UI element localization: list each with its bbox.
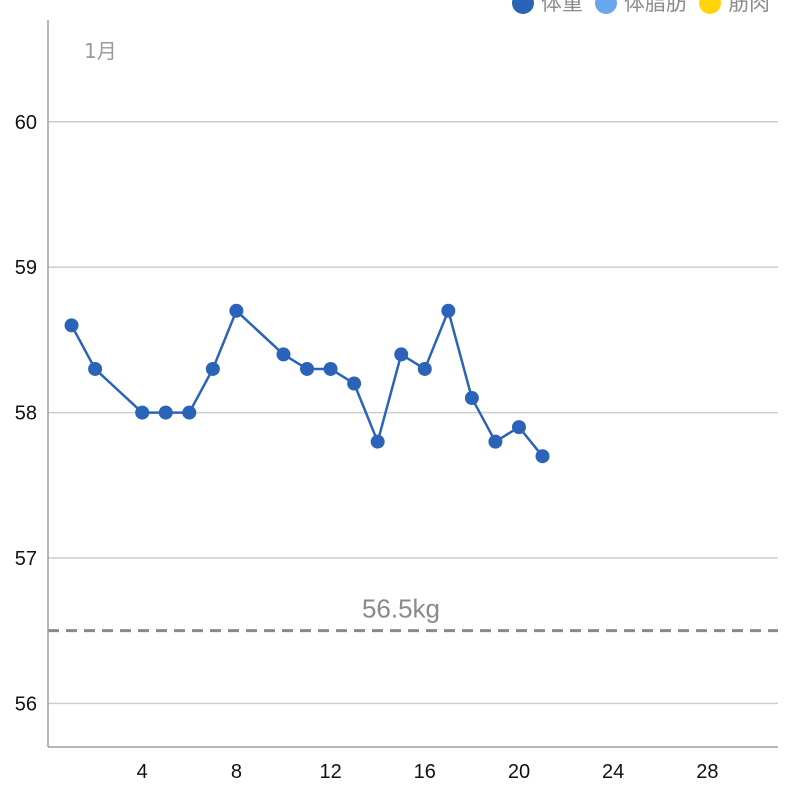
gridlines: [48, 121, 778, 705]
data-point: [417, 361, 432, 376]
series-line: [70, 309, 544, 457]
target-line-group: 56.5kg: [48, 594, 778, 633]
data-point: [535, 449, 550, 464]
y-tick-label: 59: [15, 257, 37, 279]
data-point: [88, 361, 103, 376]
x-tick-label: 16: [414, 761, 436, 783]
x-tick-label: 28: [696, 761, 718, 783]
y-axis-tick-labels: 56 57 58 59 60: [15, 112, 37, 716]
data-point: [158, 405, 173, 420]
x-tick-label: 24: [602, 761, 624, 783]
series-group: [64, 303, 550, 464]
y-tick-label: 58: [15, 403, 37, 425]
x-axis-tick-labels: 4 8 12 16 20 24 28: [137, 761, 719, 783]
month-label: 1月: [84, 39, 117, 63]
legend-label: 体脂肪: [624, 0, 687, 15]
legend-label: 筋肉: [728, 0, 770, 15]
legend-item-weight[interactable]: 体重: [512, 0, 583, 15]
data-point: [394, 347, 409, 362]
data-point: [347, 376, 362, 391]
data-point: [205, 361, 220, 376]
legend-item-muscle[interactable]: 筋肉: [699, 0, 770, 15]
legend-label: 体重: [541, 0, 583, 15]
y-tick-label: 56: [15, 693, 37, 715]
x-tick-label: 20: [508, 761, 530, 783]
target-label: 56.5kg: [362, 594, 440, 624]
data-point: [464, 391, 479, 406]
data-point: [441, 303, 456, 318]
data-point: [276, 347, 291, 362]
data-point: [300, 361, 315, 376]
data-point: [64, 318, 79, 333]
data-point: [229, 303, 244, 318]
legend-swatch: [512, 0, 534, 14]
y-tick-label: 57: [15, 548, 37, 570]
data-point: [182, 405, 197, 420]
x-tick-label: 8: [231, 761, 242, 783]
legend-row: 体重 体脂肪 筋肉: [512, 0, 782, 15]
legend-swatch: [699, 0, 721, 14]
legend: 体重 体脂肪 筋肉: [505, 0, 795, 15]
legend-swatch: [595, 0, 617, 14]
x-tick-label: 4: [137, 761, 148, 783]
data-point: [370, 434, 385, 449]
y-tick-label: 60: [15, 112, 37, 134]
data-point: [323, 361, 338, 376]
data-point: [135, 405, 150, 420]
x-tick-label: 12: [319, 761, 341, 783]
data-point: [488, 434, 503, 449]
data-point: [511, 420, 526, 435]
legend-item-body-fat[interactable]: 体脂肪: [595, 0, 687, 15]
